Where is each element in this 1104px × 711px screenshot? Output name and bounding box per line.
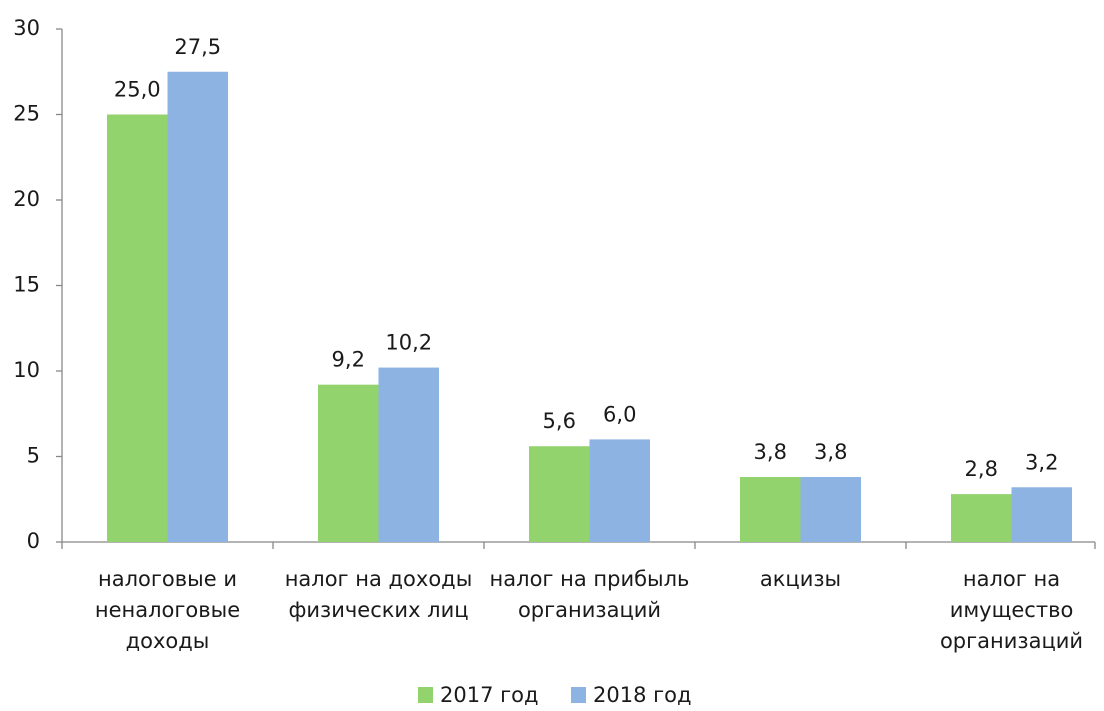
value-label: 9,2: [332, 348, 365, 372]
bar: [589, 439, 650, 542]
x-tick-label: налоговые и неналоговые доходы: [95, 567, 240, 653]
legend-label: 2018 год: [593, 683, 692, 707]
legend-swatch: [571, 687, 586, 703]
bar: [1011, 487, 1072, 542]
bar: [740, 477, 801, 542]
x-tick-label: акцизы: [760, 567, 841, 591]
value-label: 10,2: [385, 331, 432, 355]
y-tick-label: 30: [13, 16, 40, 40]
y-tick-label: 0: [27, 529, 40, 553]
value-label: 2,8: [965, 457, 998, 481]
y-tick-label: 20: [13, 187, 40, 211]
value-label: 27,5: [174, 35, 221, 59]
y-tick-label: 15: [13, 273, 40, 297]
value-label: 3,8: [754, 440, 787, 464]
x-tick-label: налог на доходы физических лиц: [285, 567, 473, 622]
bar: [378, 367, 439, 542]
bar: [951, 494, 1012, 542]
value-label: 6,0: [603, 402, 636, 426]
y-tick-label: 10: [13, 358, 40, 382]
value-label: 3,2: [1025, 450, 1058, 474]
bar: [107, 114, 168, 542]
value-label: 25,0: [114, 78, 161, 102]
value-label: 3,8: [814, 440, 847, 464]
legend-swatch: [418, 687, 433, 703]
bar: [529, 446, 590, 542]
legend-label: 2017 год: [440, 683, 539, 707]
bar: [800, 477, 861, 542]
y-tick-label: 5: [27, 444, 40, 468]
bar: [318, 384, 379, 542]
x-tick-label: налог на прибыль организаций: [490, 567, 690, 622]
value-label: 5,6: [543, 409, 576, 433]
y-tick-label: 25: [13, 102, 40, 126]
bar: [167, 71, 228, 542]
x-tick-label: налог на имущество организаций: [940, 567, 1083, 653]
